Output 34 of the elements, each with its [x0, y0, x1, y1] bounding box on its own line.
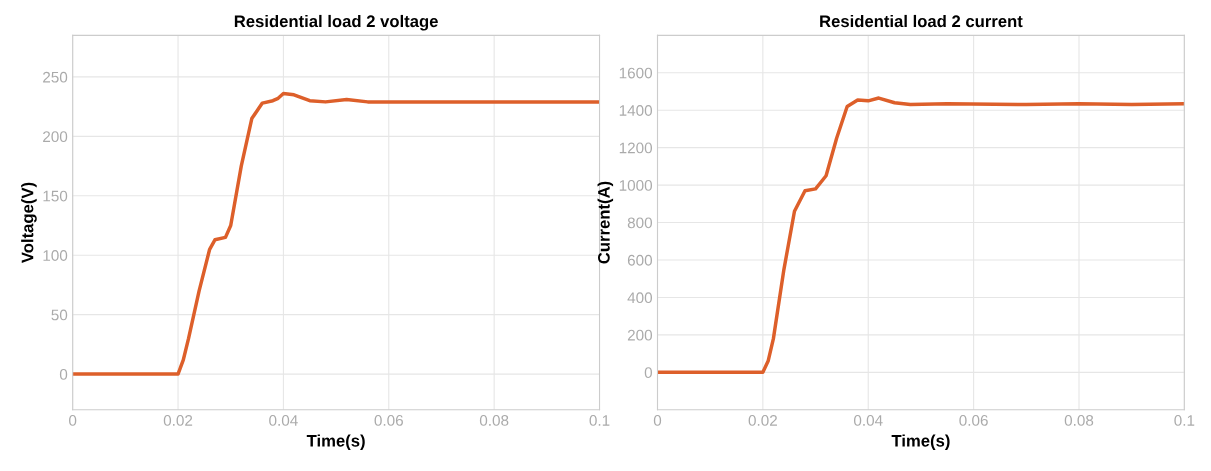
y-tick-label: 150	[43, 190, 68, 202]
y-tick-label: 1000	[619, 179, 653, 191]
y-tick-label: 50	[51, 309, 68, 321]
x-tick-label: 0	[69, 415, 77, 426]
chart-title: Residential load 2 voltage	[234, 14, 438, 31]
x-axis-title: Time(s)	[891, 434, 950, 450]
y-tick-label: 250	[43, 71, 68, 83]
line-series	[657, 96, 1185, 375]
y-tick-label: 1400	[619, 105, 653, 116]
y-tick-label: 200	[43, 131, 68, 143]
y-tick-label: 1200	[619, 142, 653, 154]
x-tick-label: 0.08	[1064, 415, 1094, 426]
y-axis-title: Voltage(V)	[21, 182, 37, 264]
chart-title: Residential load 2 current	[820, 14, 1023, 28]
y-tick-label: 1600	[619, 67, 653, 79]
y-tick-label: 100	[43, 250, 68, 261]
y-tick-label: 400	[627, 292, 653, 304]
x-tick-label: 0.1	[589, 415, 610, 426]
x-tick-label: 0	[653, 415, 662, 426]
y-axis-title: Current(A)	[597, 181, 614, 264]
y-tick-label: 200	[627, 329, 653, 341]
x-tick-label: 0.02	[748, 415, 777, 426]
x-tick-label: 0.06	[374, 415, 403, 426]
x-tick-label: 0.02	[163, 415, 193, 426]
x-tick-label: 0.1	[1174, 415, 1195, 426]
x-tick-label: 0.08	[479, 415, 509, 426]
x-axis-title: Time(s)	[306, 434, 365, 450]
y-tick-label: 0	[644, 367, 653, 379]
y-tick-label: 0	[59, 368, 68, 380]
x-tick-label: 0.06	[959, 415, 988, 426]
y-tick-label: 600	[627, 254, 653, 266]
x-tick-label: 0.04	[853, 415, 883, 426]
x-tick-label: 0.04	[269, 415, 298, 426]
y-tick-label: 800	[627, 217, 653, 229]
